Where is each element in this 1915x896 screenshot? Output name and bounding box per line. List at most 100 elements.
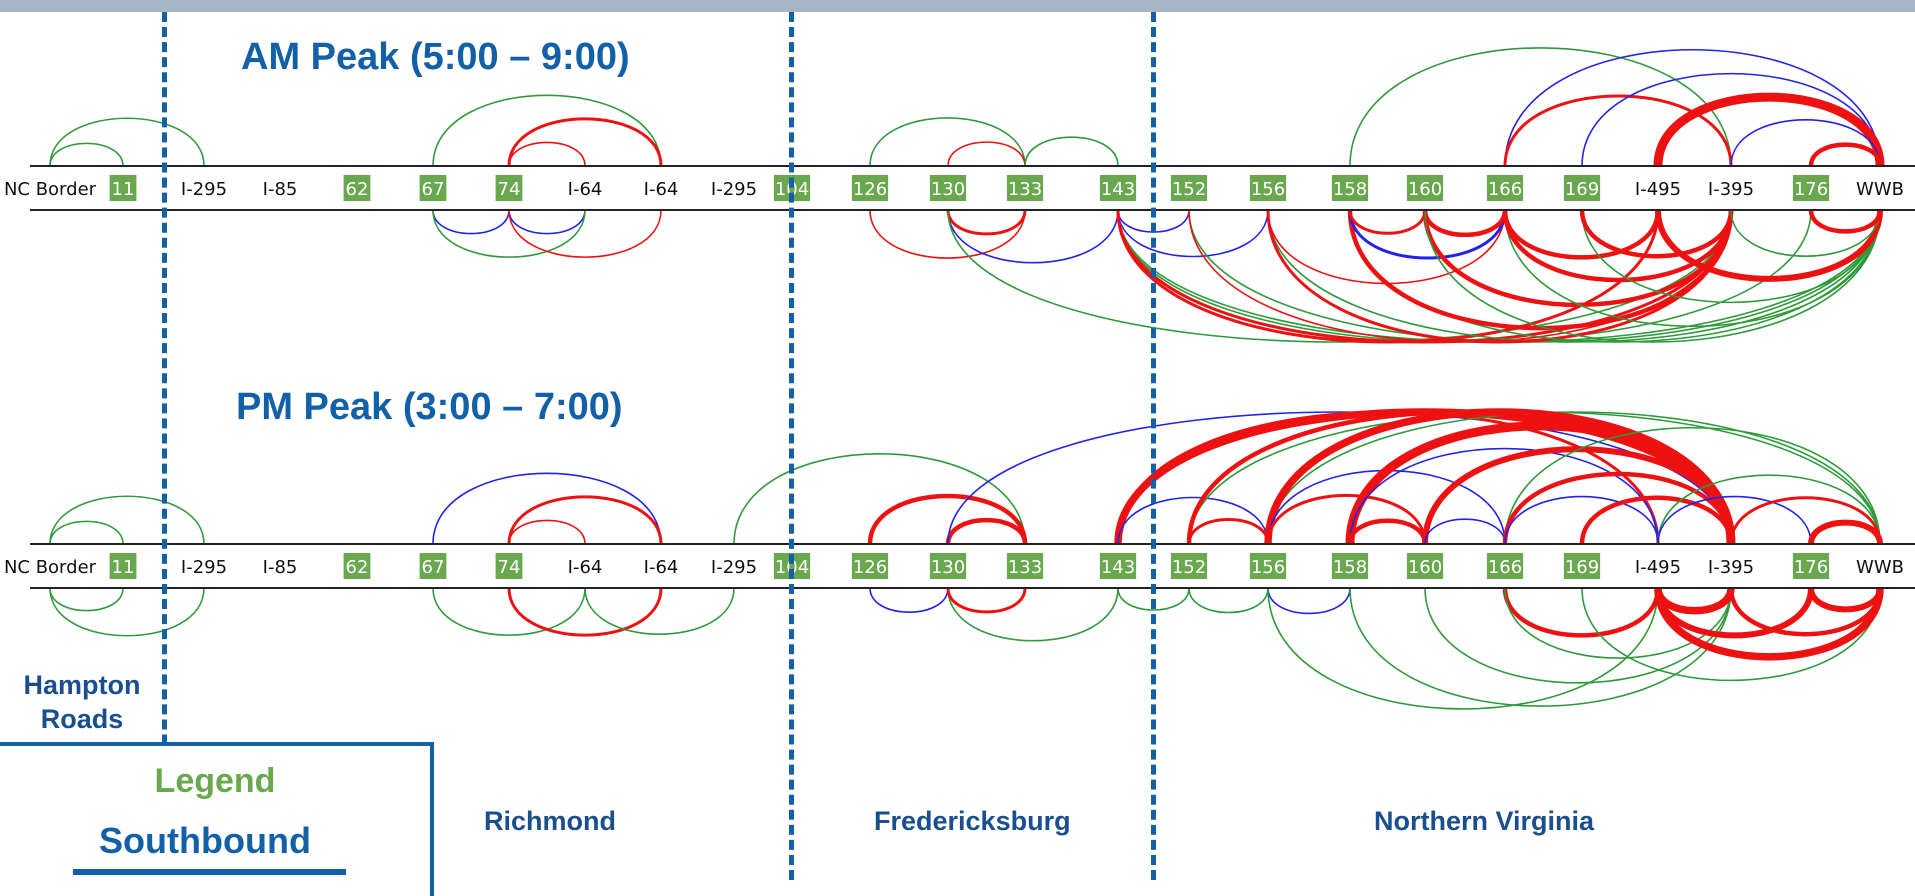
am-arc-above-4	[508, 141, 586, 167]
pm-node-label-1: 11	[112, 557, 135, 578]
am-node-box-12	[929, 175, 967, 201]
pm-arc-above-21	[1347, 518, 1428, 545]
pm-node-label-24: WWB	[1856, 557, 1904, 578]
am-node-8: I-64	[638, 175, 684, 201]
am-node-label-2: I-295	[181, 179, 227, 200]
am-node-3: I-85	[257, 175, 303, 201]
pm-node-19: 166	[1486, 553, 1524, 579]
pm-node-18: 160	[1406, 553, 1444, 579]
am-arc-below-44	[1581, 209, 1881, 304]
am-arc-below-42	[1502, 209, 1734, 283]
pm-node-8: I-64	[638, 553, 684, 579]
pm-node-21: I-495	[1630, 553, 1686, 579]
pm-arc-above-15	[1267, 411, 1881, 545]
pm-arc-below-47	[1504, 587, 1732, 659]
am-arc-below-19	[869, 209, 1026, 259]
pm-node-box-6	[495, 553, 523, 579]
am-node-label-16: 156	[1251, 179, 1285, 200]
pm-node-20: 169	[1563, 553, 1601, 579]
legend-title: Legend	[154, 762, 276, 800]
am-node-11: 126	[851, 175, 889, 201]
am-node-bg-0	[3, 175, 97, 201]
am-node-label-21: I-495	[1635, 179, 1681, 200]
pm-node-23: 176	[1792, 553, 1830, 579]
pm-arc-above-19	[1345, 421, 1736, 545]
am-node-box-23	[1792, 175, 1830, 201]
legend-underline	[73, 869, 346, 875]
region-label-hampton-line2: Roads	[40, 704, 124, 734]
region-divider-richmond-fredericksburg	[789, 12, 794, 880]
pm-node-box-13	[1006, 553, 1044, 579]
pm-node-13: 133	[1006, 553, 1044, 579]
am-node-17: 158	[1331, 175, 1369, 201]
am-node-label-15: 152	[1172, 179, 1206, 200]
pm-node-label-18: 160	[1408, 557, 1442, 578]
pm-arc-above-8	[947, 411, 1732, 545]
am-arc-below-16	[508, 209, 586, 235]
pm-node-label-4: 62	[346, 557, 369, 578]
pm-node-bg-3	[257, 553, 303, 579]
pm-node-label-3: I-85	[263, 557, 298, 578]
am-node-label-13: 133	[1008, 179, 1042, 200]
am-arc-below-33	[1267, 209, 1506, 285]
pm-node-label-8: I-64	[644, 557, 679, 578]
pm-node-5: 67	[419, 553, 447, 579]
region-label-northern-virginia: Northern Virginia	[1374, 806, 1595, 836]
am-node-label-9: I-295	[711, 179, 757, 200]
pm-node-box-5	[419, 553, 447, 579]
am-node-box-16	[1249, 175, 1287, 201]
am-node-box-4	[343, 175, 371, 201]
pm-arc-above-7	[945, 517, 1028, 545]
pm-arc-above-14	[1187, 518, 1270, 545]
am-node-label-11: 126	[853, 179, 887, 200]
pm-arc-above-28	[1657, 474, 1881, 545]
pm-peak-panel: NC Border 11 I-295 I-85 62 67 74 I-64 I-64 I-295 1…	[3, 408, 1915, 710]
pm-node-bg-21	[1630, 553, 1686, 579]
am-arc-below-30	[1188, 209, 1732, 343]
am-node-24: WWB	[1856, 175, 1904, 201]
pm-arc-below-53	[1808, 587, 1883, 613]
pm-node-box-18	[1406, 553, 1444, 579]
pm-node-3: I-85	[257, 553, 303, 579]
pm-node-box-1	[109, 553, 137, 579]
am-node-label-23: 176	[1794, 179, 1828, 200]
pm-arc-below-46	[1502, 587, 1661, 638]
am-arc-below-48	[1808, 209, 1883, 234]
am-node-bg-22	[1703, 175, 1759, 201]
am-arc-above-9	[1504, 49, 1881, 167]
pm-node-label-23: 176	[1794, 557, 1828, 578]
pm-arc-below-48	[1581, 587, 1881, 682]
am-node-19: 166	[1486, 175, 1524, 201]
am-node-label-18: 160	[1408, 179, 1442, 200]
am-arc-below-15	[432, 209, 510, 235]
pm-node-box-15	[1170, 553, 1208, 579]
am-node-1: 11	[109, 175, 137, 201]
am-arc-above-1	[49, 117, 205, 167]
pm-node-label-2: I-295	[181, 557, 227, 578]
pm-node-bg-7	[562, 553, 608, 579]
am-arc-above-2	[432, 94, 662, 167]
pm-arc-below-38	[947, 587, 1119, 642]
am-node-label-17: 158	[1333, 179, 1367, 200]
am-arc-below-17	[432, 209, 586, 258]
pm-node-box-17	[1331, 553, 1369, 579]
legend-box: Legend Southbound	[0, 742, 434, 896]
am-peak-panel: NC Border 11 I-295 I-85 62 67 74 I-64 I-64 I-295 1…	[3, 47, 1915, 344]
am-node-21: I-495	[1630, 175, 1686, 201]
pm-node-15: 152	[1170, 553, 1208, 579]
am-node-label-5: 67	[422, 179, 445, 200]
pm-arc-below-52	[1728, 587, 1883, 637]
am-node-2: I-295	[176, 175, 232, 201]
pm-node-box-12	[929, 553, 967, 579]
pm-node-label-22: I-395	[1708, 557, 1754, 578]
am-arc-below-46	[1655, 209, 1883, 282]
am-arc-above-6	[947, 141, 1026, 167]
am-node-14: 143	[1099, 175, 1137, 201]
pm-node-label-7: I-64	[568, 557, 603, 578]
am-node-9: I-295	[706, 175, 762, 201]
pm-arc-above-27	[1579, 495, 1734, 545]
pm-arc-above-18	[1266, 493, 1427, 545]
pm-node-label-16: 156	[1251, 557, 1285, 578]
am-node-bg-7	[562, 175, 608, 201]
am-arc-above-13	[1730, 119, 1881, 167]
